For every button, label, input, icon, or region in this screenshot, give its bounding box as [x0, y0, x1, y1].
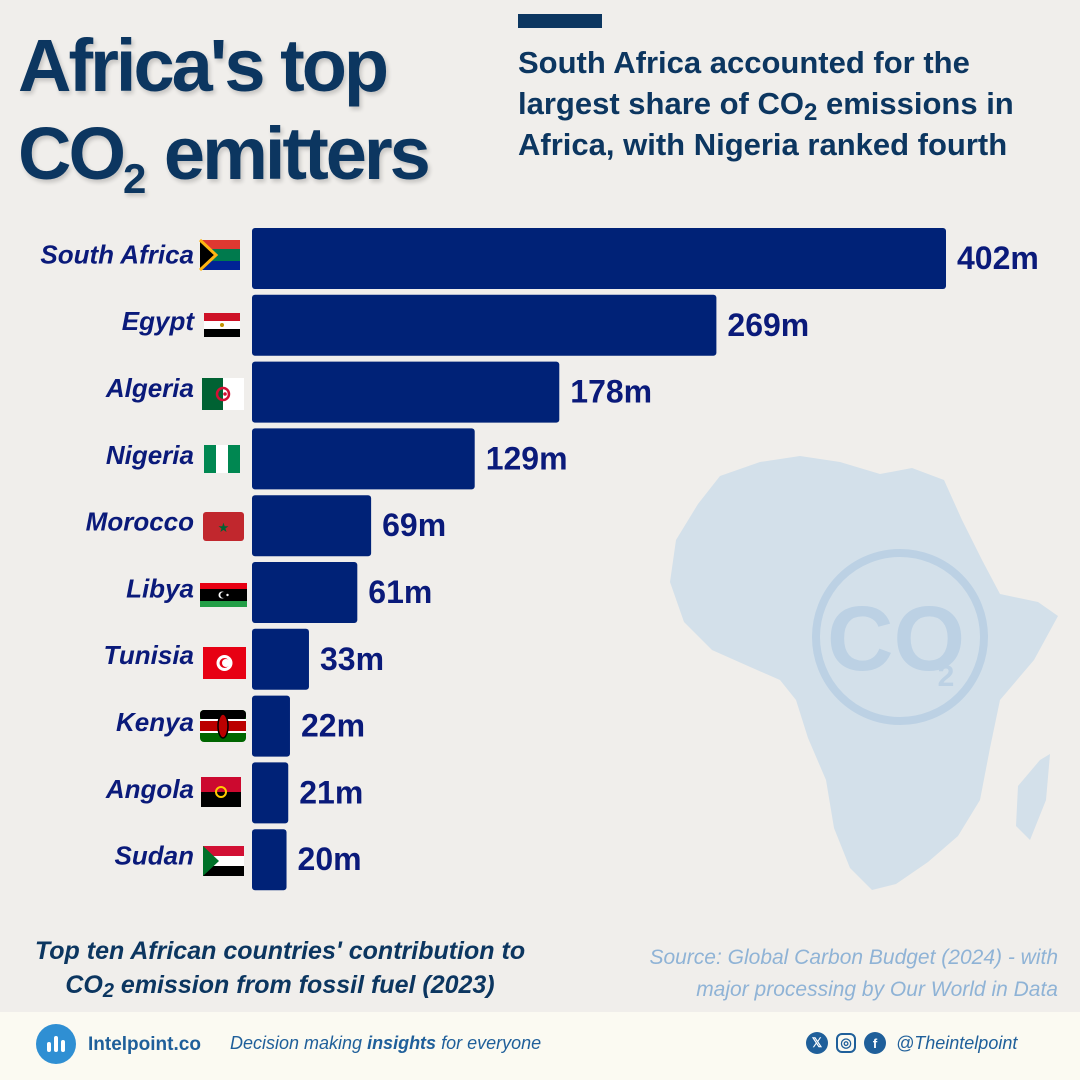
chart-caption: Top ten African countries' contribution … — [0, 934, 560, 1002]
bar-algeria — [252, 361, 560, 423]
value-label-libya: 61m — [368, 574, 432, 610]
caption-line-1: Top ten African countries' contribution … — [34, 937, 526, 965]
flag-algeria-icon — [202, 378, 244, 410]
subtitle-part-b: emissions in Africa, with Nigeria ranked… — [518, 86, 1014, 162]
flag-morocco-icon: ★ — [203, 512, 244, 541]
flag-kenya-icon — [200, 710, 246, 742]
flag-sudan-icon — [203, 846, 244, 876]
accent-bar — [518, 14, 602, 28]
title-subscript: 2 — [123, 155, 147, 202]
category-label-south-africa: South Africa — [40, 239, 194, 269]
bar-nigeria — [252, 428, 475, 490]
bar-kenya — [252, 695, 290, 757]
svg-text:★: ★ — [218, 521, 230, 536]
bar-angola — [252, 762, 289, 824]
bar-morocco — [252, 495, 372, 557]
bar-tunisia — [252, 628, 309, 690]
subtitle: South Africa accounted for the largest s… — [518, 42, 1070, 165]
flag-south-africa-icon — [198, 238, 240, 272]
category-label-algeria: Algeria — [105, 373, 194, 403]
flag-angola-icon — [201, 777, 241, 807]
source-line-1: Source: Global Carbon Budget (2024) - wi… — [649, 946, 1058, 969]
category-label-morocco: Morocco — [86, 507, 194, 537]
subtitle-subscript: 2 — [803, 99, 818, 126]
caption-subscript: 2 — [102, 980, 114, 1002]
social-links: 𝕏 ◎ f @Theintelpoint — [806, 1031, 1017, 1055]
africa-map-watermark: CO 2 — [670, 456, 1058, 890]
tagline-part-c: for everyone — [436, 1033, 542, 1053]
social-handle[interactable]: @Theintelpoint — [896, 1032, 1018, 1053]
flag-nigeria-icon — [204, 445, 240, 473]
title-emitters: emitters — [146, 112, 431, 195]
category-label-kenya: Kenya — [116, 707, 194, 737]
value-label-morocco: 69m — [382, 507, 446, 543]
bar-egypt — [252, 294, 717, 356]
subtitle-part-a: South Africa accounted for the largest s… — [518, 45, 970, 121]
source-line-2: major processing by Our World in Data — [696, 978, 1058, 1001]
value-label-kenya: 22m — [301, 708, 365, 744]
category-label-sudan: Sudan — [115, 841, 194, 871]
flag-libya-icon — [200, 583, 247, 607]
value-label-egypt: 269m — [727, 307, 809, 343]
bar-libya — [252, 562, 358, 623]
flag-egypt-icon — [204, 313, 240, 337]
category-label-angola: Angola — [105, 774, 194, 804]
value-label-sudan: 20m — [298, 841, 362, 877]
watermark-subscript: 2 — [938, 660, 955, 693]
value-label-algeria: 178m — [570, 374, 652, 410]
tagline: Decision making insights for everyone — [230, 1033, 541, 1054]
watermark-co: CO — [827, 588, 965, 690]
value-label-south-africa: 402m — [957, 240, 1039, 276]
bar-sudan — [252, 829, 287, 891]
instagram-icon[interactable]: ◎ — [836, 1033, 856, 1053]
category-label-egypt: Egypt — [122, 306, 196, 336]
tagline-part-b: insights — [367, 1033, 437, 1053]
source-note: Source: Global Carbon Budget (2024) - wi… — [588, 942, 1058, 1006]
bar-south-africa — [252, 228, 946, 289]
flags: ★ — [198, 238, 247, 876]
footer: Intelpoint.co Decision making insights f… — [0, 1012, 1080, 1080]
title-co: CO — [18, 112, 126, 195]
bar-chart: CO 2 ★ — [40, 228, 1058, 891]
facebook-icon[interactable]: f — [864, 1032, 886, 1054]
value-label-tunisia: 33m — [320, 641, 384, 677]
tagline-part-a: Decision making — [230, 1033, 368, 1053]
flag-tunisia-icon — [203, 647, 246, 679]
page-title: Africa's top CO2 emitters — [18, 22, 458, 200]
title-line-1: Africa's top — [18, 24, 389, 107]
category-label-tunisia: Tunisia — [103, 640, 194, 670]
brand-logo-icon[interactable] — [36, 1024, 76, 1064]
value-label-angola: 21m — [299, 774, 363, 810]
category-label-libya: Libya — [126, 573, 194, 603]
caption-co: CO — [65, 971, 103, 999]
value-label-nigeria: 129m — [486, 440, 568, 476]
caption-line-2: emission from fossil fuel (2023) — [113, 971, 495, 999]
brand-link[interactable]: Intelpoint.co — [88, 1034, 201, 1055]
x-icon[interactable]: 𝕏 — [806, 1032, 828, 1054]
category-label-nigeria: Nigeria — [106, 440, 194, 470]
